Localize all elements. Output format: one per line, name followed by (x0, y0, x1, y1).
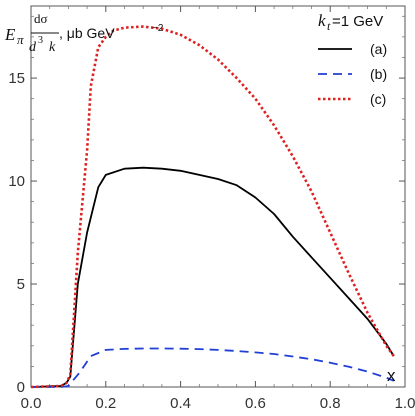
legend-label-3: (c) (370, 91, 386, 107)
plot-frame (30, 5, 406, 388)
y-label-unit: , μb GeV (59, 25, 115, 41)
y-label-denominator-exp: 3 (38, 35, 43, 46)
kt-annotation-k: k (318, 11, 326, 30)
x-tick-label: 0.4 (170, 395, 191, 412)
y-label-pi: π (17, 32, 24, 47)
x-tick-label: 0.6 (245, 395, 266, 412)
series-line-3 (30, 25, 395, 389)
kt-annotation: k t =1 GeV (318, 11, 383, 33)
x-axis-label: x (387, 366, 396, 385)
y-axis-label: E π dσ d 3 k , μb GeV −2 (4, 11, 164, 55)
x-tick-label: 0.8 (320, 395, 341, 412)
legend: (a) (b) (c) (318, 41, 387, 107)
y-label-denominator-k: k (49, 40, 56, 55)
series-line-2 (31, 347, 395, 388)
x-tick-label: 1.0 (395, 395, 415, 412)
x-tick-label: 0.0 (21, 395, 42, 412)
x-tick-label: 0.2 (95, 395, 116, 412)
kt-annotation-value: =1 GeV (332, 13, 383, 30)
y-tick-label: 10 (8, 173, 25, 190)
y-tick-label: 5 (17, 276, 25, 293)
y-label-unit-exp: −2 (152, 23, 164, 34)
kt-annotation-sub: t (327, 19, 331, 33)
y-label-denominator-d: d (29, 40, 37, 55)
y-tick-label: 0 (17, 379, 25, 396)
legend-label-2: (b) (370, 66, 387, 82)
y-label-e: E (4, 25, 16, 44)
y-tick-label: 15 (8, 70, 25, 87)
series-line-1 (30, 166, 395, 388)
y-label-numerator: dσ (34, 11, 48, 26)
legend-label-1: (a) (370, 41, 387, 57)
